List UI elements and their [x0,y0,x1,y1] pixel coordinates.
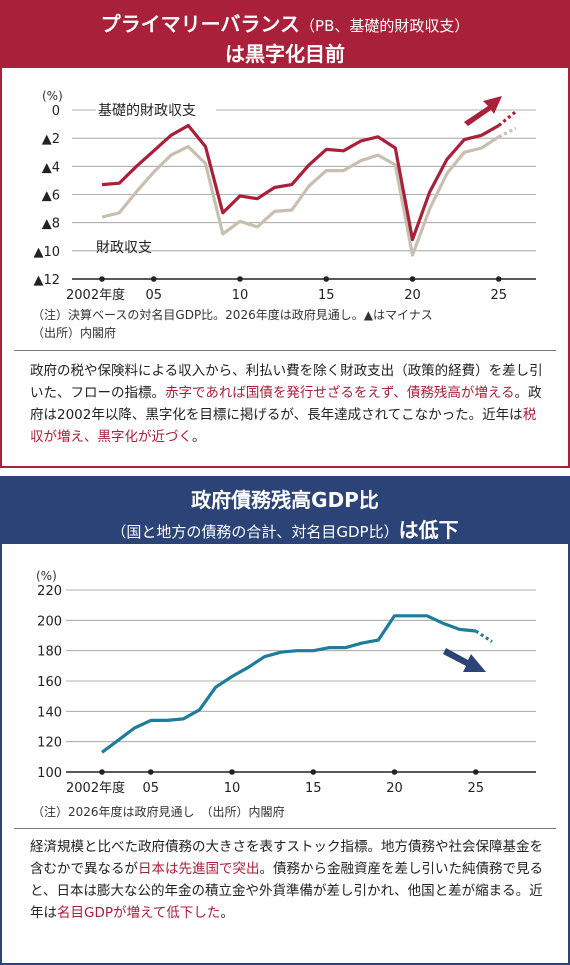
panel2-title-line1: 政府債務残高GDP比 [191,488,379,512]
pb-x-tick-dot [323,276,330,282]
panel1-divider [14,350,556,351]
fiscal-balance-series-label: 財政収支 [96,240,152,256]
debt-ratio-panel: 政府債務残高GDP比 （国と地方の債務の合計、対名目GDP比）は低下 (%) 10… [0,476,570,965]
debt-x-tick-label: 05 [142,781,159,796]
pb-x-tick-label: 20 [404,288,421,303]
panel1-text-1: 赤字であれば国債を発行せざるをえず、債務残高が増える [165,385,515,401]
pb-x-tick-dot [150,276,157,282]
panel1-title-line1: プライマリーバランス（PB、基礎的財政収支） [100,12,470,36]
debt-y-tick-label: 120 [37,736,62,751]
panel1-header: プライマリーバランス（PB、基礎的財政収支） は黒字化目前 [2,2,568,68]
panel1-title-line2: は黒字化目前 [225,42,345,66]
debt-x-tick-dot [310,769,317,775]
debt-y-tick-label: 220 [37,584,62,599]
panel2-text-0: 経済規模と比べた政府債務の大きさを表すストック指標。地方債務や社会保障基金を含む… [30,839,543,877]
pb-x-tick-dot [495,276,502,282]
debt-x-tick-label: 10 [224,781,241,796]
pb-x-tick-label: 25 [490,288,507,303]
panel2-divider [14,828,556,829]
pb-x-tick-dot [237,276,243,282]
panel2-text-2: 。債務から金融資産を差し引いた純債務で見ると、日本は膨大な公的年金の積立金や外貨… [30,861,543,921]
panel1-note: （注）決算ベースの対名目GDP比。2026年度は政府見通し。▲はマイナス [32,308,433,322]
panel2-text-4: 。 [220,905,234,921]
primary-balance-panel: プライマリーバランス（PB、基礎的財政収支） は黒字化目前 (%) 0 ▲2 ▲4 ▲6… [0,0,570,468]
primary-balance-series-label: 基礎的財政収支 [98,102,196,119]
debt-x-tick-label: 2002年度 [66,780,125,796]
panel1-source: （出所）内閣府 [32,326,117,340]
pb-x-tick-label: 05 [145,288,162,303]
pb-x-tick-dot [409,276,416,282]
debt-x-tick-dot [391,769,398,775]
panel1-text-2: 。政府は2002年以降、黒字化を目標に掲げるが、長年達成されてこなかった。近年は [30,385,542,423]
debt-y-tick-label: 100 [37,766,62,781]
primary-balance-line-projection [497,110,518,127]
pb-y-tick-label: ▲8 [42,217,60,232]
panel2-header: 政府債務残高GDP比 （国と地方の債務の合計、対名目GDP比）は低下 [2,478,568,544]
primary-balance-line [101,123,500,242]
debt-y-tick-label: 140 [37,705,62,720]
panel1-text-0: 政府の税や保険料による収入から、利払い費を除く財政支出（政策的経費）を差し引いた… [30,363,543,401]
panel2-note: （注）2026年度は政府見通し （出所）内閣府 [32,805,285,819]
debt-x-tick-dot [99,769,105,775]
debt-x-tick-dot [147,769,154,775]
panel1-description: 政府の税や保険料による収入から、利払い費を除く財政支出（政策的経費）を差し引いた… [30,360,546,448]
fiscal-balance-line [101,135,500,257]
primary-balance-label-bg [96,102,216,118]
debt-x-tick-dot [472,769,479,775]
debt-x-tick-label: 25 [467,781,484,796]
panel2-text-1: 日本は先進国で突出 [138,861,260,877]
debt-y-tick-label: 180 [37,645,62,660]
pb-x-tick-label: 10 [232,288,249,303]
debt-ratio-line [101,614,476,754]
primary-balance-chart: (%)0 ▲2 ▲4 ▲6 ▲8 ▲10 ▲12 2002年度 05 10 15 20 25 基礎的財政収… [33,89,536,303]
debt-x-tick-label: 20 [386,781,403,796]
debt-ratio-line-projection [474,629,493,643]
downward-trend-arrow [443,648,486,672]
panel2-text-3: 名目GDPが増えて低下した [57,905,221,921]
panel1-text-3: 税収が増え、黒字化が近づく [30,407,537,445]
debt-x-tick-dot [229,769,235,775]
pb-unit-label: (%) [42,89,63,103]
pb-y-tick-label: ▲2 [42,132,60,147]
pb-x-tick-label: 15 [318,288,335,303]
debt-y-tick-label: 160 [37,675,62,690]
debt-y-tick-label: 200 [37,614,62,629]
pb-y-tick-label: ▲10 [33,245,60,260]
fiscal-balance-line-projection [498,126,517,139]
upward-trend-arrow [464,96,502,126]
panel2-title-line2: （国と地方の債務の合計、対名目GDP比）は低下 [111,518,459,542]
debt-x-tick-label: 15 [305,781,322,796]
panel1-text-4: 。 [192,429,206,445]
pb-y-tick-label: ▲4 [42,160,60,175]
pb-y-tick-label: ▲12 [33,273,60,288]
pb-y-tick-label: ▲6 [42,189,60,204]
pb-x-tick-dot [99,276,105,282]
pb-y-tick-label: 0 [52,104,60,119]
debt-unit-label: (%) [36,569,57,583]
panel2-description: 経済規模と比べた政府債務の大きさを表すストック指標。地方債務や社会保障基金を含む… [30,836,546,924]
debt-ratio-chart: (%) 100 120 140 160 180 200 220 2002年度 05 10 15 20 25 [36,569,536,796]
pb-x-tick-label: 2002年度 [66,287,125,303]
